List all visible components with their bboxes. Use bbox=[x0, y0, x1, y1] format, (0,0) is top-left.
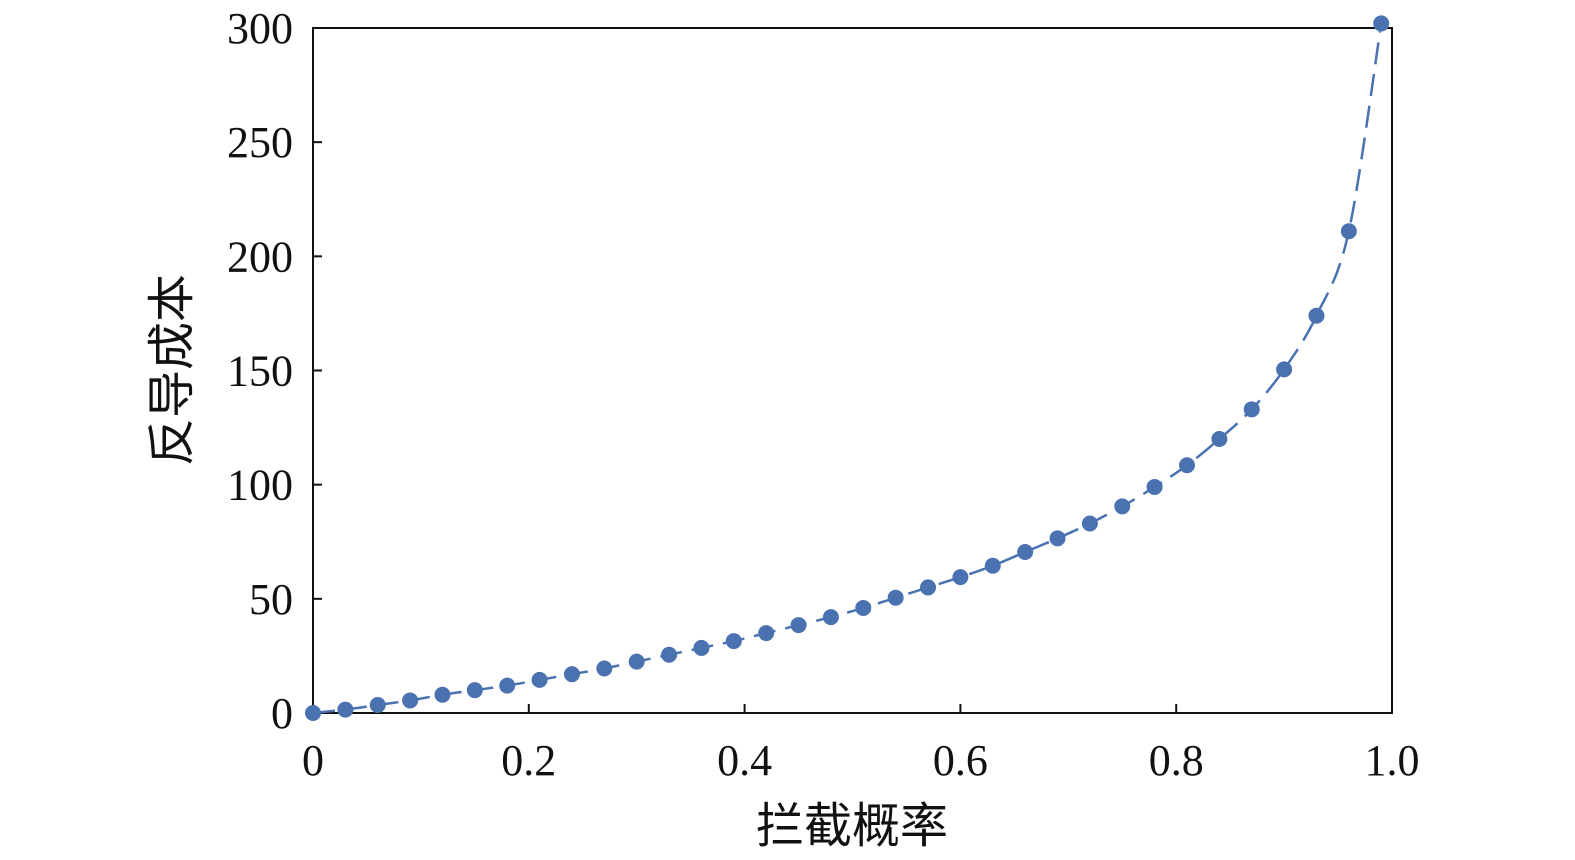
data-point bbox=[758, 625, 775, 642]
data-point bbox=[952, 569, 969, 586]
data-point bbox=[661, 646, 678, 663]
y-tick-label: 0 bbox=[271, 689, 293, 738]
x-tick-label: 0.8 bbox=[1149, 736, 1204, 785]
y-tick-label: 50 bbox=[249, 575, 293, 624]
data-point bbox=[499, 677, 516, 694]
x-axis: 0 0.2 0.4 0.6 0.8 1.0 bbox=[302, 704, 1420, 785]
series-line bbox=[312, 23, 1383, 715]
x-tick-label: 0.4 bbox=[717, 736, 772, 785]
data-point bbox=[1373, 15, 1390, 32]
data-point bbox=[434, 686, 451, 703]
y-tick-label: 200 bbox=[227, 232, 293, 281]
data-point bbox=[1211, 431, 1228, 447]
data-point bbox=[402, 692, 419, 709]
data-point bbox=[1276, 361, 1293, 378]
x-tick-label: 0.2 bbox=[501, 736, 556, 785]
data-point bbox=[822, 609, 839, 626]
data-point bbox=[920, 579, 937, 596]
y-axis-title: 反导成本 bbox=[144, 274, 200, 466]
data-point bbox=[596, 660, 613, 677]
data-point bbox=[305, 705, 321, 721]
y-tick-label: 250 bbox=[227, 118, 293, 167]
data-point bbox=[1178, 457, 1195, 474]
data-point bbox=[984, 557, 1001, 574]
data-point bbox=[1308, 307, 1325, 324]
data-point bbox=[725, 633, 742, 650]
data-point bbox=[1114, 498, 1131, 515]
data-point bbox=[887, 589, 904, 606]
data-point bbox=[790, 617, 807, 634]
data-point bbox=[1243, 401, 1260, 418]
data-point bbox=[466, 682, 483, 699]
x-tick-label: 1.0 bbox=[1365, 736, 1420, 785]
data-point bbox=[628, 653, 645, 670]
y-tick-label: 150 bbox=[227, 347, 293, 396]
y-axis: 0 50 100 150 200 250 300 bbox=[227, 4, 322, 738]
data-point bbox=[693, 639, 710, 656]
data-point bbox=[1017, 544, 1034, 561]
data-point bbox=[369, 697, 386, 714]
data-point bbox=[337, 701, 354, 718]
x-tick-label: 0.6 bbox=[933, 736, 988, 785]
data-point bbox=[1049, 530, 1066, 547]
series-points bbox=[305, 15, 1390, 721]
data-point bbox=[1146, 478, 1163, 495]
y-tick-label: 100 bbox=[227, 461, 293, 510]
data-point bbox=[531, 671, 548, 688]
data-point bbox=[855, 599, 872, 616]
y-tick-label: 300 bbox=[227, 4, 293, 53]
data-point bbox=[1340, 223, 1357, 240]
data-point bbox=[563, 666, 580, 683]
x-tick-label: 0 bbox=[302, 736, 324, 785]
x-axis-title: 拦截概率 bbox=[756, 798, 948, 854]
data-point bbox=[1081, 515, 1098, 532]
